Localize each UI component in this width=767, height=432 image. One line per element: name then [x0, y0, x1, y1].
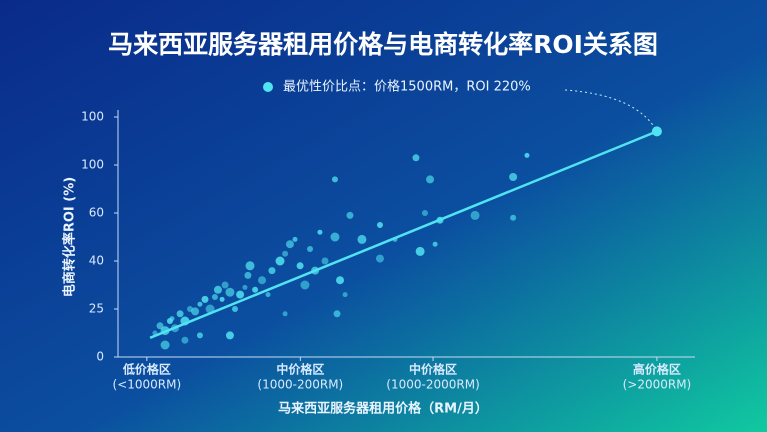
point — [342, 292, 348, 298]
y-tick-label: 25 — [89, 302, 104, 316]
point — [509, 173, 518, 181]
point — [296, 262, 304, 270]
point — [282, 311, 288, 317]
x-tick-label: 中价格区 — [409, 362, 457, 377]
point — [307, 246, 314, 252]
x-axis-label: 马来西亚服务器租用价格（RM/月） — [278, 401, 488, 417]
x-tick-label: 低价格区 — [122, 362, 171, 377]
point — [426, 175, 435, 184]
point — [258, 276, 267, 285]
point — [244, 271, 252, 279]
point — [317, 229, 323, 235]
point — [376, 222, 383, 228]
point — [321, 257, 329, 265]
x-tick-label: 高价格区 — [633, 362, 681, 377]
x-tick-range: (>2000RM) — [623, 378, 692, 392]
y-tick-label: 0 — [96, 350, 104, 364]
point — [421, 210, 428, 216]
point — [415, 246, 425, 256]
point — [252, 286, 259, 293]
point — [160, 340, 170, 350]
point — [181, 336, 189, 344]
point — [470, 210, 480, 220]
point — [232, 306, 239, 312]
point — [524, 152, 530, 158]
point — [197, 301, 203, 307]
point — [211, 294, 218, 300]
point — [510, 214, 517, 221]
trend-line — [149, 130, 658, 339]
x-tick-range: (<1000RM) — [113, 378, 182, 392]
annotation-dot — [263, 82, 273, 92]
x-tick-range: (1000-200RM) — [257, 378, 343, 392]
point — [268, 267, 276, 275]
point — [236, 290, 245, 299]
point — [225, 287, 235, 297]
point — [412, 154, 420, 162]
x-tick-label: 中价格区 — [276, 362, 324, 377]
point — [156, 322, 164, 330]
y-tick-label: 100 — [81, 110, 104, 124]
highlight-point — [651, 126, 662, 137]
point — [245, 261, 255, 271]
point — [432, 241, 438, 247]
annotation-leader — [564, 89, 658, 132]
y-axis-label: 电商转化率ROI (%) — [62, 177, 78, 297]
point — [191, 307, 200, 316]
point — [292, 236, 298, 242]
y-tick-label: 60 — [89, 206, 104, 220]
point — [242, 284, 248, 290]
point — [213, 285, 222, 294]
point — [275, 256, 285, 266]
point — [225, 331, 234, 340]
point — [196, 332, 203, 339]
point — [333, 310, 341, 318]
point — [375, 254, 384, 263]
point — [219, 296, 225, 302]
point — [346, 211, 354, 219]
point — [285, 240, 294, 249]
y-tick-label: 40 — [89, 254, 104, 268]
point — [357, 234, 367, 244]
point — [176, 310, 184, 318]
point — [300, 280, 310, 290]
point — [336, 276, 345, 285]
x-tick-range: (1000-2000RM) — [386, 378, 479, 392]
point — [265, 292, 271, 298]
point — [201, 295, 209, 303]
point — [282, 250, 289, 257]
chart-title: 马来西亚服务器租用价格与电商转化率ROI关系图 — [108, 30, 658, 59]
point — [169, 316, 175, 322]
point — [221, 281, 229, 289]
annotation: 最优性价比点：价格1500RM，ROI 220% — [283, 79, 531, 95]
point — [330, 232, 340, 242]
y-tick-label: 100 — [81, 158, 104, 172]
point — [331, 176, 338, 183]
